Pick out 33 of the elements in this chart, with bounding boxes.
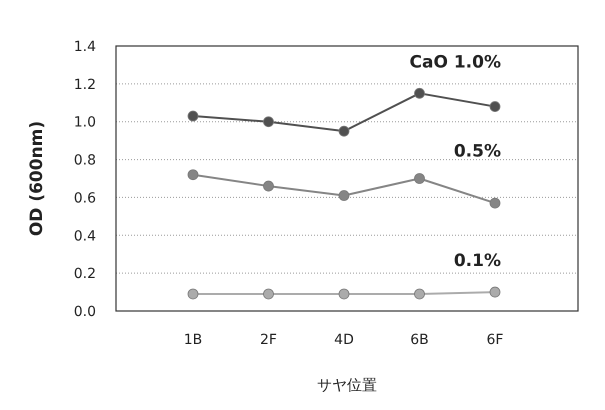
point [338, 190, 350, 201]
y-tick-label: 0.0 [74, 304, 96, 320]
y-tick-label: 1.2 [74, 76, 96, 93]
point [338, 126, 350, 137]
y-tick-label: 0.4 [74, 228, 96, 244]
point [188, 110, 198, 122]
x-tick-label: 6B [410, 332, 429, 348]
y-tick-label: 1.0 [74, 114, 96, 131]
series-label: CaO 1.0% [410, 52, 501, 72]
y-tick-label: 0.2 [74, 266, 96, 282]
x-tick-label: 1B [184, 332, 202, 348]
point [490, 198, 500, 209]
x-tick-label: 2F [260, 332, 277, 348]
point [338, 288, 350, 300]
point [490, 286, 500, 298]
point [414, 173, 425, 184]
x-axis-title: サヤ位置 [317, 376, 377, 394]
point [263, 116, 274, 128]
series-label: 0.1% [454, 251, 501, 272]
x-tick-label: 4D [334, 332, 354, 348]
point [188, 169, 198, 180]
point [188, 288, 198, 300]
point [263, 288, 274, 300]
point [490, 101, 500, 112]
y-tick-label: 0.6 [74, 190, 96, 206]
point [263, 180, 274, 192]
point [414, 88, 425, 99]
y-axis-title: OD (600nm) [27, 120, 47, 236]
series-label: 0.5% [454, 142, 501, 162]
y-tick-label: 1.4 [74, 39, 96, 55]
point [414, 288, 425, 300]
x-tick-label: 6F [486, 332, 504, 348]
y-tick-label: 0.8 [74, 152, 96, 169]
